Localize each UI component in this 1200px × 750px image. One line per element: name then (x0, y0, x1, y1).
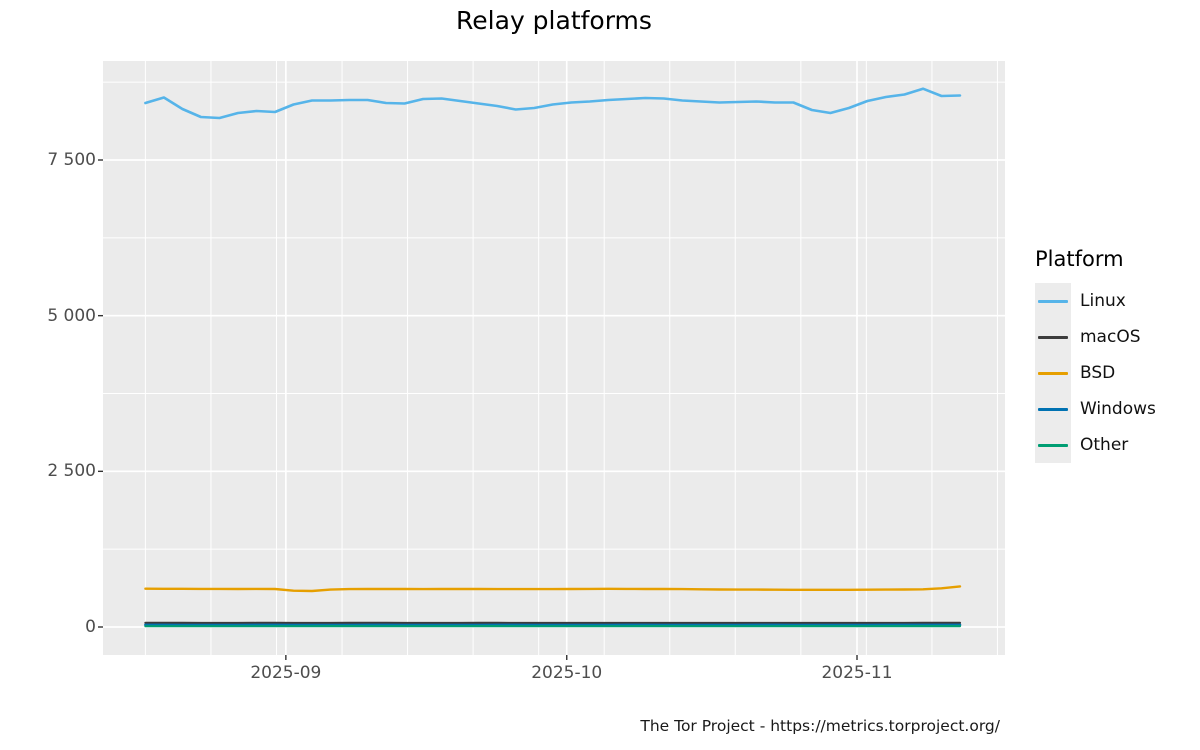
legend-key-line-icon (1038, 407, 1068, 411)
legend-key-swatch (1035, 427, 1071, 463)
legend-item-macos: macOS (1035, 319, 1156, 355)
y-axis-tick-label: 7 500 (47, 150, 96, 170)
legend-key-swatch (1035, 355, 1071, 391)
footer-attribution: The Tor Project - https://metrics.torpro… (640, 717, 1000, 735)
x-axis-tick-label: 2025-11 (821, 663, 893, 683)
legend-item-windows: Windows (1035, 391, 1156, 427)
legend-item-label: Other (1080, 435, 1129, 455)
chart-title: Relay platforms (456, 6, 652, 35)
legend-title: Platform (1035, 247, 1124, 271)
y-axis-tick-label: 5 000 (47, 305, 96, 326)
plot-panel (103, 61, 1005, 655)
series-line-bsd (144, 585, 962, 593)
x-axis-tick-label: 2025-09 (250, 663, 322, 683)
legend-item-label: Linux (1080, 291, 1126, 311)
series-line-linux (144, 87, 962, 120)
y-axis-tick-label: 2 500 (47, 461, 96, 482)
x-axis-tick-label: 2025-10 (531, 663, 603, 683)
legend-item-label: Windows (1080, 399, 1156, 419)
y-axis-tick-label: 0 (85, 617, 96, 637)
legend-item-linux: Linux (1035, 283, 1156, 319)
legend: Platform Linux macOS BSD Windows Other (1035, 247, 1156, 463)
legend-key-line-icon (1038, 299, 1068, 303)
legend-key-swatch (1035, 283, 1071, 319)
legend-key-line-icon (1038, 335, 1068, 339)
legend-key-line-icon (1038, 443, 1068, 447)
legend-items: Linux macOS BSD Windows Other (1035, 283, 1156, 463)
legend-key-swatch (1035, 391, 1071, 427)
legend-item-label: macOS (1080, 327, 1141, 347)
legend-item-label: BSD (1080, 363, 1116, 383)
legend-item-other: Other (1035, 427, 1156, 463)
legend-key-line-icon (1038, 371, 1068, 375)
legend-item-bsd: BSD (1035, 355, 1156, 391)
legend-key-swatch (1035, 319, 1071, 355)
